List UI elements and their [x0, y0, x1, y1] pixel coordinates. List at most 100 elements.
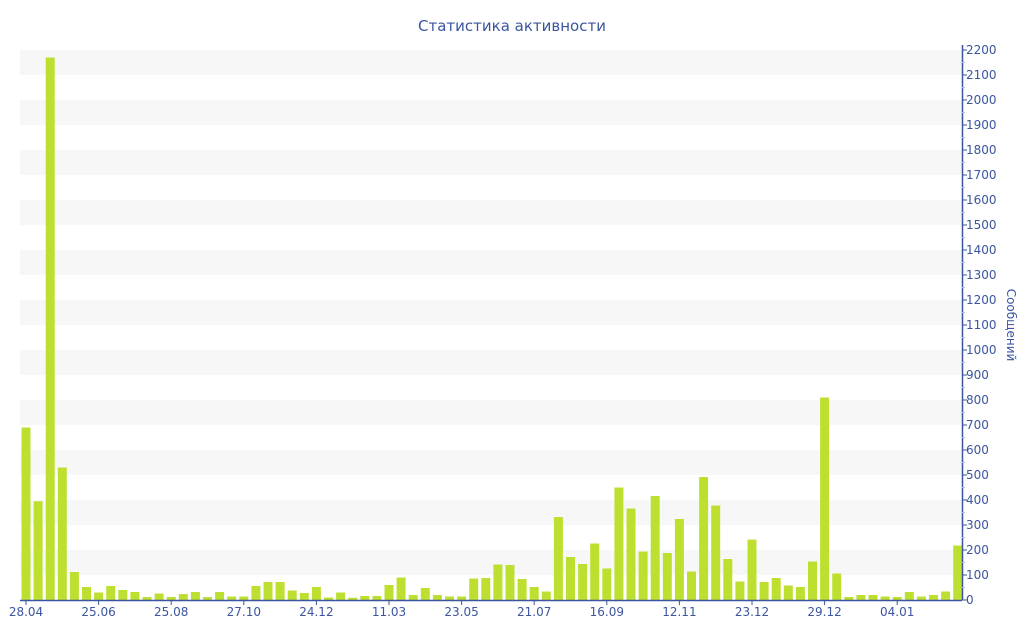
bar — [916, 596, 926, 600]
y-tick-label: 1200 — [966, 293, 997, 307]
y-tick-label: 100 — [966, 568, 989, 582]
y-tick-label: 0 — [966, 593, 974, 607]
x-tick-label: 04.01 — [880, 605, 914, 619]
y-tick-label: 800 — [966, 393, 989, 407]
bar — [699, 477, 709, 600]
bar — [457, 596, 467, 600]
bar — [299, 593, 309, 600]
bar — [336, 592, 346, 600]
bar — [69, 572, 79, 600]
bar — [638, 551, 648, 600]
bar — [868, 595, 878, 600]
bar — [130, 592, 140, 600]
bars — [21, 57, 963, 600]
bar — [21, 427, 31, 600]
y-tick-label: 500 — [966, 468, 989, 482]
bar — [832, 573, 842, 600]
bar — [324, 597, 333, 600]
grid-band — [20, 250, 962, 275]
grid-band — [20, 350, 962, 375]
bar — [275, 582, 285, 600]
bar — [880, 596, 890, 600]
bar — [178, 594, 188, 600]
bar — [941, 591, 951, 600]
bar — [735, 581, 745, 600]
bar — [650, 496, 660, 600]
grid-band — [20, 400, 962, 425]
y-tick-label: 200 — [966, 543, 989, 557]
y-axis-label: Сообщений — [1004, 289, 1018, 362]
y-tick-label: 1800 — [966, 143, 997, 157]
y-axis: 0 100 200 300 400 500 600 700 800 900 1000 1100 1200… — [961, 43, 997, 607]
bar — [892, 597, 902, 600]
y-tick-label: 2100 — [966, 68, 997, 82]
grid-band — [20, 150, 962, 175]
bar — [553, 517, 563, 600]
bar — [783, 585, 793, 600]
bar — [396, 577, 406, 600]
grid-band — [20, 50, 962, 75]
bar — [445, 596, 454, 600]
bar — [190, 592, 200, 600]
bar — [771, 578, 781, 600]
bar — [687, 571, 696, 600]
bar — [614, 487, 624, 600]
bar — [541, 591, 551, 600]
bar — [33, 501, 43, 600]
bar — [251, 586, 261, 600]
y-tick-label: 900 — [966, 368, 989, 382]
bar — [711, 505, 721, 600]
y-tick-label: 2000 — [966, 93, 997, 107]
bar — [227, 596, 237, 600]
y-tick-label: 600 — [966, 443, 989, 457]
bar — [578, 564, 588, 600]
x-tick-label: 16.09 — [590, 605, 624, 619]
bar — [904, 592, 914, 600]
bar — [529, 587, 539, 600]
bar — [372, 596, 382, 600]
x-tick-label: 29.12 — [807, 605, 841, 619]
x-tick-label: 24.12 — [299, 605, 333, 619]
grid-band — [20, 300, 962, 325]
bar — [469, 578, 479, 600]
y-tick-label: 400 — [966, 493, 989, 507]
bar — [57, 467, 67, 600]
bar — [45, 57, 55, 600]
bar — [517, 579, 527, 600]
x-axis: 28.04 25.06 25.08 27.10 24.12 11.03 23.05 21.07… — [9, 599, 962, 619]
y-tick-label: 1300 — [966, 268, 997, 282]
bar — [590, 543, 600, 600]
grid-band — [20, 500, 962, 525]
y-tick-label: 1000 — [966, 343, 997, 357]
bar — [384, 585, 394, 600]
bar — [311, 587, 321, 600]
bar — [154, 593, 164, 600]
x-tick-label: 11.03 — [372, 605, 406, 619]
x-tick-label: 21.07 — [517, 605, 551, 619]
bar — [747, 539, 757, 600]
y-tick-label: 1900 — [966, 118, 997, 132]
bar — [674, 519, 684, 600]
bar — [493, 564, 503, 600]
x-tick-label: 28.04 — [9, 605, 43, 619]
y-tick-label: 700 — [966, 418, 989, 432]
x-tick-label: 25.06 — [81, 605, 115, 619]
bar — [844, 597, 854, 600]
bar — [263, 582, 273, 600]
y-tick-label: 300 — [966, 518, 989, 532]
bar — [203, 597, 212, 600]
bar — [602, 568, 612, 600]
bar — [626, 508, 636, 600]
grid-bands — [20, 50, 962, 575]
bar — [287, 590, 297, 600]
grid-band — [20, 550, 962, 575]
x-tick-label: 27.10 — [227, 605, 261, 619]
y-tick-label: 1600 — [966, 193, 997, 207]
bar — [481, 578, 491, 600]
bar — [432, 595, 442, 600]
bar — [360, 596, 370, 600]
bar — [408, 595, 418, 600]
grid-band — [20, 200, 962, 225]
bar — [215, 592, 225, 600]
